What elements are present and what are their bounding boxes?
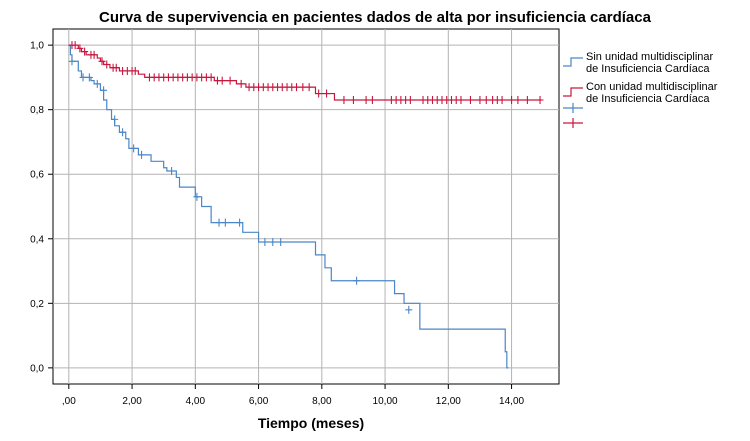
censor-mark bbox=[226, 76, 234, 85]
x-tick-label: 12,00 bbox=[436, 396, 461, 407]
censor-mark bbox=[130, 144, 138, 153]
censor-mark bbox=[353, 276, 361, 285]
legend-label: Con unidad multidisciplinar de Insuficien… bbox=[586, 81, 718, 105]
censor-mark bbox=[81, 47, 89, 56]
censor-mark bbox=[215, 218, 223, 227]
censor-mark bbox=[237, 79, 245, 88]
censor-mark bbox=[207, 73, 215, 82]
series-layer bbox=[68, 41, 544, 369]
censor-mark bbox=[476, 96, 484, 104]
legend-line-swatch bbox=[563, 57, 583, 67]
censor-mark bbox=[523, 96, 531, 104]
censor-mark bbox=[168, 167, 176, 175]
legend-line-swatch bbox=[563, 87, 583, 97]
x-tick-label: 10,00 bbox=[373, 396, 398, 407]
survival-curve bbox=[68, 44, 509, 369]
plot-area bbox=[52, 28, 560, 385]
x-tick-label: 6,00 bbox=[249, 396, 269, 407]
censor-mark bbox=[466, 96, 474, 104]
grid bbox=[53, 29, 559, 384]
censor-mark bbox=[93, 79, 101, 88]
survival-series bbox=[68, 44, 509, 369]
censor-mark bbox=[406, 96, 414, 104]
censor-mark bbox=[340, 96, 348, 104]
censor-mark bbox=[85, 73, 93, 82]
censor-mark bbox=[218, 76, 226, 85]
legend-label: Sin unidad multidisciplinar de Insuficien… bbox=[586, 51, 714, 75]
censor-mark bbox=[112, 63, 120, 72]
censor-mark bbox=[236, 218, 244, 227]
censor-mark bbox=[315, 89, 323, 98]
censor-mark bbox=[119, 128, 127, 137]
censor-mark bbox=[100, 86, 108, 95]
censor-mark bbox=[261, 238, 269, 246]
censor-mark bbox=[368, 96, 376, 104]
censor-mark bbox=[90, 50, 98, 59]
chart-title: Curva de supervivencia en pacientes dado… bbox=[99, 9, 652, 26]
censor-mark bbox=[293, 83, 301, 92]
y-tick-label: 0,0 bbox=[30, 363, 44, 374]
censor-mark bbox=[514, 96, 522, 104]
survival-series bbox=[68, 41, 544, 104]
y-tick-label: 0,2 bbox=[30, 299, 44, 310]
x-axis-title: Tiempo (meses) bbox=[258, 415, 364, 431]
y-tick-label: 0,6 bbox=[30, 170, 44, 181]
censor-mark bbox=[98, 57, 106, 66]
legend-censor-swatch bbox=[563, 118, 583, 128]
y-tick-label: 0,4 bbox=[30, 234, 44, 245]
axes: ,00 2,00 4,00 6,00 8,00 10,00 12,00 14,00 0,0 0,2… bbox=[30, 41, 524, 407]
censor-mark bbox=[405, 305, 413, 314]
censor-mark bbox=[457, 96, 465, 104]
censor-mark bbox=[482, 96, 490, 104]
censor-mark bbox=[323, 89, 331, 98]
censor-mark bbox=[299, 83, 307, 92]
censor-mark bbox=[76, 44, 84, 53]
x-tick-label: 4,00 bbox=[186, 396, 206, 407]
censor-mark bbox=[269, 238, 277, 246]
legend: Sin unidad multidisciplinar de Insuficien… bbox=[563, 51, 718, 128]
censor-mark bbox=[498, 96, 506, 104]
censor-mark bbox=[103, 60, 111, 69]
censor-mark bbox=[536, 96, 544, 104]
censor-mark bbox=[193, 192, 201, 201]
censor-mark bbox=[71, 41, 79, 50]
censor-mark bbox=[138, 150, 146, 159]
y-tick-label: 1,0 bbox=[30, 41, 44, 52]
censor-mark bbox=[68, 57, 76, 66]
censor-mark bbox=[131, 66, 139, 75]
x-tick-label: 14,00 bbox=[499, 396, 524, 407]
censor-mark bbox=[508, 96, 516, 104]
x-tick-label: ,00 bbox=[62, 396, 76, 407]
censor-mark bbox=[277, 238, 285, 246]
censor-mark bbox=[79, 73, 87, 82]
censor-mark bbox=[111, 115, 119, 124]
censor-mark bbox=[221, 218, 229, 227]
x-tick-label: 8,00 bbox=[312, 396, 332, 407]
x-tick-label: 2,00 bbox=[122, 396, 142, 407]
censor-mark bbox=[362, 96, 370, 104]
censor-mark bbox=[305, 83, 313, 92]
censor-mark bbox=[349, 96, 357, 104]
y-tick-label: 0,8 bbox=[30, 105, 44, 116]
legend-censor-swatch bbox=[563, 103, 583, 113]
